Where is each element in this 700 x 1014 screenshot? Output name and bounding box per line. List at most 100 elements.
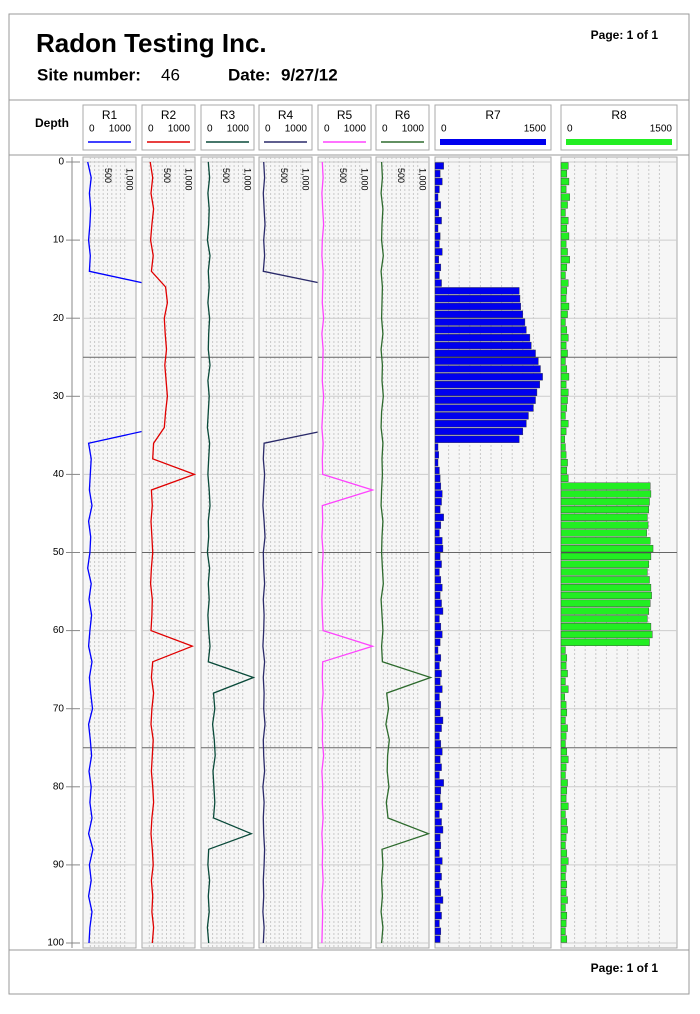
bar — [434, 263, 442, 272]
bar — [434, 482, 442, 490]
bar — [560, 256, 570, 264]
bar — [560, 279, 569, 287]
bar — [560, 779, 568, 787]
bar — [560, 209, 566, 217]
x-tick-label: 0 — [89, 124, 95, 135]
bar — [560, 927, 566, 935]
bar — [434, 677, 441, 685]
log-line — [206, 161, 256, 944]
site-label: Site number: — [37, 65, 141, 84]
bar — [560, 388, 569, 396]
bar — [560, 615, 648, 623]
bar — [560, 709, 568, 717]
page-number: Page: 1 of 1 — [591, 961, 659, 975]
bar — [560, 232, 570, 240]
bar — [434, 529, 440, 537]
bar — [560, 216, 569, 225]
bar — [560, 763, 567, 771]
bar — [560, 302, 570, 311]
bar — [560, 521, 649, 529]
bar — [434, 513, 444, 521]
bar — [434, 185, 440, 193]
y-tick-label: 60 — [53, 625, 65, 636]
track-name: R6 — [395, 108, 411, 122]
bar — [560, 662, 567, 670]
x-tick-label: 0 — [382, 124, 388, 135]
bar — [560, 630, 653, 639]
bar — [560, 334, 569, 342]
bar — [434, 888, 442, 896]
bar — [434, 873, 442, 881]
bar — [560, 326, 568, 334]
bar — [434, 505, 441, 514]
bar — [560, 732, 567, 740]
bar — [560, 498, 650, 506]
bar — [434, 544, 444, 553]
y-tick-label: 40 — [53, 469, 65, 480]
bar — [560, 693, 565, 701]
x-tick-label: 0 — [148, 124, 154, 135]
bar — [560, 474, 569, 482]
bar — [434, 701, 442, 709]
bar — [434, 388, 538, 396]
bar — [560, 170, 568, 178]
inner-tick-label: 1,000 — [360, 168, 370, 191]
bar — [434, 638, 441, 646]
bar — [434, 607, 444, 615]
bar — [434, 849, 440, 857]
bar — [560, 427, 567, 436]
bar — [560, 654, 568, 662]
bar — [434, 248, 443, 256]
bar — [434, 279, 442, 287]
bar — [434, 341, 532, 350]
bar — [560, 537, 651, 545]
bar — [434, 787, 442, 795]
bar — [434, 685, 443, 693]
bar — [560, 544, 654, 553]
bar — [434, 623, 442, 631]
x-tick-label: 1000 — [344, 124, 367, 135]
bar — [434, 271, 440, 279]
bar — [560, 873, 566, 881]
bar — [560, 185, 567, 193]
bar — [560, 826, 568, 834]
bar — [434, 209, 439, 217]
bar — [434, 318, 526, 326]
bar — [560, 318, 566, 326]
bar — [434, 896, 444, 904]
bar — [434, 326, 527, 334]
bar — [434, 599, 442, 607]
bar — [560, 818, 568, 826]
bar — [560, 880, 568, 889]
bar — [560, 396, 568, 404]
bar — [560, 912, 568, 920]
bar — [434, 904, 441, 912]
bar — [434, 732, 440, 740]
bar — [560, 162, 569, 170]
inner-tick-label: 500 — [103, 168, 113, 183]
bar — [434, 646, 439, 654]
bar — [434, 302, 521, 311]
bar — [434, 584, 443, 592]
bar — [560, 466, 568, 475]
bar — [560, 560, 650, 568]
bar — [560, 451, 567, 459]
bar — [434, 349, 536, 357]
bar — [434, 716, 444, 725]
page-number: Page: 1 of 1 — [591, 28, 659, 42]
bar — [434, 216, 442, 225]
bar — [434, 380, 540, 389]
inner-tick-label: 500 — [396, 168, 406, 183]
bar — [434, 412, 529, 420]
bar — [560, 794, 567, 803]
log-line — [380, 161, 433, 944]
bar — [560, 724, 568, 732]
y-tick-label: 70 — [53, 703, 65, 714]
bar — [560, 443, 566, 451]
x-tick-label: 1500 — [650, 124, 673, 135]
bar — [560, 412, 566, 420]
y-tick-label: 50 — [53, 547, 65, 558]
y-tick-label: 20 — [53, 313, 65, 324]
bar — [434, 724, 442, 732]
track-name: R2 — [161, 108, 177, 122]
